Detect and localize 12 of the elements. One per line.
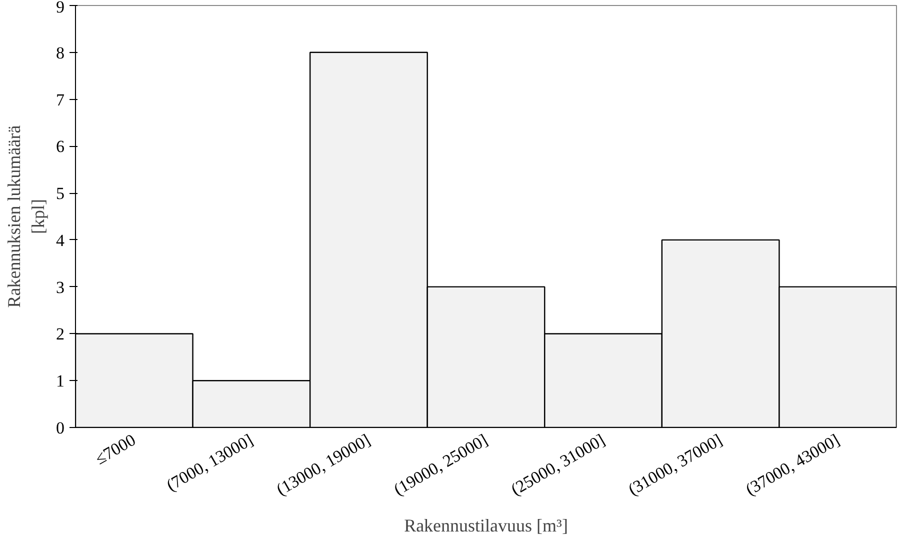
y-tick-label: 2 xyxy=(56,324,64,344)
x-axis-title: Rakennustilavuus [m³] xyxy=(404,515,568,536)
y-axis-title: Rakennuksien lukumäärä [kpl] xyxy=(4,125,48,308)
y-tick-label: 7 xyxy=(56,90,65,110)
y-tick-label: 3 xyxy=(56,278,64,297)
y-tick-label: 5 xyxy=(56,184,64,204)
y-tick-label: 8 xyxy=(56,43,64,62)
y-tick-label: 4 xyxy=(56,230,65,250)
y-tick-label: 6 xyxy=(56,137,64,156)
y-tick-label: 0 xyxy=(56,418,64,438)
y-tick-label: 9 xyxy=(56,0,64,16)
y-tick-label: 1 xyxy=(56,372,64,391)
